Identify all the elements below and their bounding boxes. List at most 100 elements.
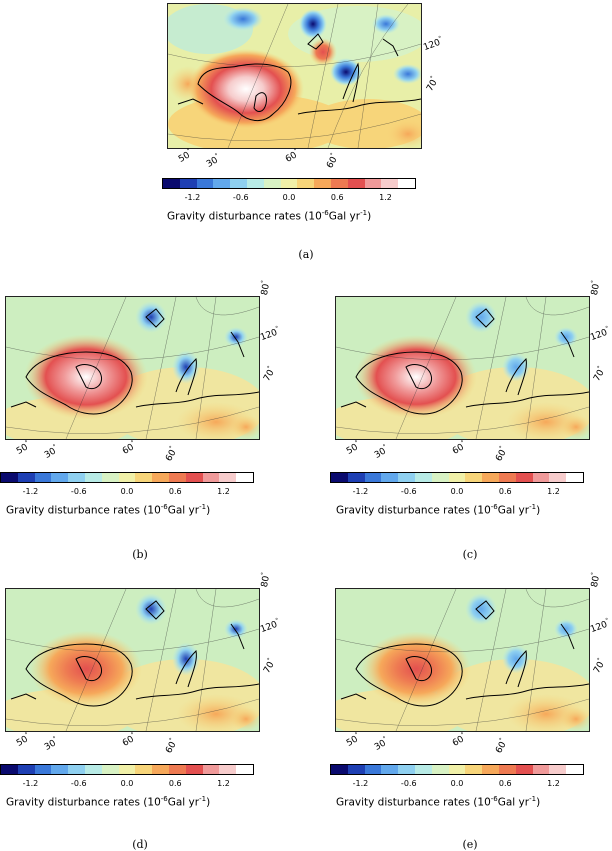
colorbar-segment (17, 473, 35, 482)
lon-label-30-e: 30° (372, 735, 388, 753)
tick-a-4: 1.2 (379, 193, 392, 202)
tick-c-4: 1.2 (547, 487, 560, 496)
tick-e-1: -0.6 (400, 779, 417, 788)
colorbar-segment (263, 179, 281, 188)
panel-e: 80° 120° 70° 50° 30° 60° 60° -1.2 -0.6 0… (330, 572, 612, 851)
caption-b: (b) (132, 548, 148, 561)
colorbar-segment (331, 765, 348, 774)
lon-text-60b-c: 60 (494, 448, 509, 464)
cb-title-exp2-a: -1 (360, 209, 368, 217)
colorbar-segment (532, 473, 550, 482)
colorbar-d (0, 764, 254, 775)
cb-title-exp-e: -6 (490, 795, 498, 803)
panel-c: 80° 120° 70° 50° 30° 60° 60° -1.2 -0.6 0… (330, 280, 612, 561)
lat-label-80-b: 80° (260, 279, 272, 297)
lon-label-60-c: 60° (450, 439, 466, 457)
colorbar-segment (482, 473, 499, 482)
lat-text-80-d: 80 (260, 575, 272, 589)
caption-c: (c) (462, 548, 478, 561)
caption-a: (a) (298, 248, 314, 261)
lat-label-80-c: 80° (590, 279, 602, 297)
lat-label-70-e: 70° (592, 656, 607, 676)
colorbar-segment (381, 473, 399, 482)
colorbar-segment (498, 473, 516, 482)
colorbar-segment (135, 473, 153, 482)
colorbar-segment (515, 473, 533, 482)
colorbar-segment (398, 179, 415, 188)
colorbar-c (330, 472, 584, 483)
colorbar-segment (431, 473, 449, 482)
colorbar-segment (465, 473, 483, 482)
colorbar-segment (280, 179, 298, 188)
cb-title-end-e: ) (536, 796, 541, 809)
colorbar-segment (364, 179, 382, 188)
lon-label-60-e: 60° (450, 731, 466, 749)
colorbar-segment (17, 765, 35, 774)
cb-title-end-b: ) (206, 504, 211, 517)
cb-title-exp2-d: -1 (199, 795, 207, 803)
colorbar-segment (68, 473, 85, 482)
lon-label-30-c: 30° (372, 443, 388, 461)
panel-d: 80° 120° 70° 50° 30° 60° 60° -1.2 -0.6 0… (0, 572, 282, 851)
lat-label-80-d: 80° (260, 571, 272, 589)
lat-label-70-c: 70° (592, 364, 607, 384)
tick-e-0: -1.2 (352, 779, 369, 788)
colorbar-segment (414, 765, 432, 774)
colorbar-title-e: Gravity disturbance rates (10-6Gal yr-1) (336, 795, 540, 809)
map-d (5, 588, 260, 732)
colorbar-segment (236, 473, 253, 482)
cb-title-end-d: ) (206, 796, 211, 809)
lon-label-50-e: 50° (344, 731, 360, 749)
colorbar-segment (482, 765, 499, 774)
colorbar-e (330, 764, 584, 775)
colorbar-segment (152, 765, 169, 774)
tick-e-3: 0.6 (498, 779, 512, 788)
map-field (336, 297, 589, 439)
tick-b-4: 1.2 (217, 487, 230, 496)
colorbar-segment (185, 765, 203, 774)
cb-title-end-c: ) (536, 504, 541, 517)
map-a-field (168, 4, 421, 148)
colorbar-segment (448, 765, 466, 774)
tick-a-0: -1.2 (184, 193, 201, 202)
cb-title-exp-b: -6 (160, 503, 168, 511)
lon-label-120-e: 120° (589, 616, 610, 636)
lat-label-80-e: 80° (590, 571, 602, 589)
colorbar-segment (1, 473, 18, 482)
colorbar-segment (101, 765, 119, 774)
colorbar-segment (118, 765, 136, 774)
lat-text-70-b: 70 (262, 368, 277, 384)
colorbar-segment (68, 765, 85, 774)
colorbar-segment (297, 179, 315, 188)
lat-text-80-b: 80 (260, 283, 272, 297)
cb-title-exp2-b: -1 (199, 503, 207, 511)
tick-c-2: 0.0 (450, 487, 464, 496)
colorbar-segment (532, 765, 550, 774)
colorbar-segment (185, 473, 203, 482)
tick-b-3: 0.6 (168, 487, 182, 496)
lon-text-60b-d: 60 (164, 740, 179, 756)
lon-label-50-a: 50° (176, 147, 192, 165)
cb-title-unit-d: Gal yr (167, 796, 200, 809)
colorbar-segment (448, 473, 466, 482)
map-field (6, 589, 259, 731)
map-b (5, 296, 260, 440)
colorbar-segment (314, 179, 331, 188)
cb-title-main-b: Gravity disturbance rates (10 (6, 504, 161, 517)
lon-label-30-a: 30° (204, 152, 220, 170)
colorbar-segment (398, 765, 415, 774)
tick-c-1: -0.6 (400, 487, 417, 496)
cb-title-exp-a: -6 (321, 209, 329, 217)
colorbar-segment (34, 473, 52, 482)
colorbar-segment (515, 765, 533, 774)
cb-title-exp-c: -6 (490, 503, 498, 511)
colorbar-segment (135, 765, 153, 774)
colorbar-segment (381, 179, 399, 188)
colorbar-segment (465, 765, 483, 774)
colorbar-segment (236, 765, 253, 774)
colorbar-title-b: Gravity disturbance rates (10-6Gal yr-1) (6, 503, 210, 517)
colorbar-segment (498, 765, 516, 774)
tick-b-1: -0.6 (70, 487, 87, 496)
map-field (336, 589, 589, 731)
lon-label-120-b: 120° (259, 324, 280, 344)
